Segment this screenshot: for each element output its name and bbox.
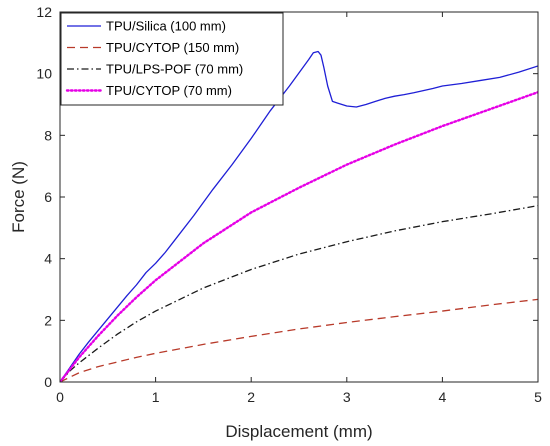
x-tick-label: 4 [439,389,447,405]
legend-box [60,12,284,106]
x-axis-title: Displacement (mm) [225,422,372,441]
x-tick-label: 1 [152,389,160,405]
y-tick-label: 10 [36,66,52,82]
legend-label: TPU/CYTOP (150 mm) [106,40,239,55]
legend-label: TPU/LPS-POF (70 mm) [106,62,243,77]
y-tick-label: 2 [44,312,52,328]
series-line-1 [60,50,538,382]
series-line-4 [60,90,538,382]
y-tick-label: 12 [36,4,52,20]
x-tick-label: 5 [534,389,542,405]
series-line-2 [60,298,538,382]
series-line-3 [60,204,538,382]
x-tick-label: 2 [247,389,255,405]
x-tick-label: 0 [56,389,64,405]
x-tick-label: 3 [343,389,351,405]
y-tick-label: 4 [44,251,52,267]
legend-label: TPU/CYTOP (70 mm) [106,83,232,98]
y-axis-title: Force (N) [9,161,28,233]
y-tick-label: 0 [44,374,52,390]
legend: TPU/Silica (100 mm) TPU/CYTOP (150 mm) TPU… [60,12,284,106]
y-tick-label: 6 [44,189,52,205]
series-group [60,50,538,382]
legend-label: TPU/Silica (100 mm) [106,19,226,34]
y-tick-label: 8 [44,127,52,143]
